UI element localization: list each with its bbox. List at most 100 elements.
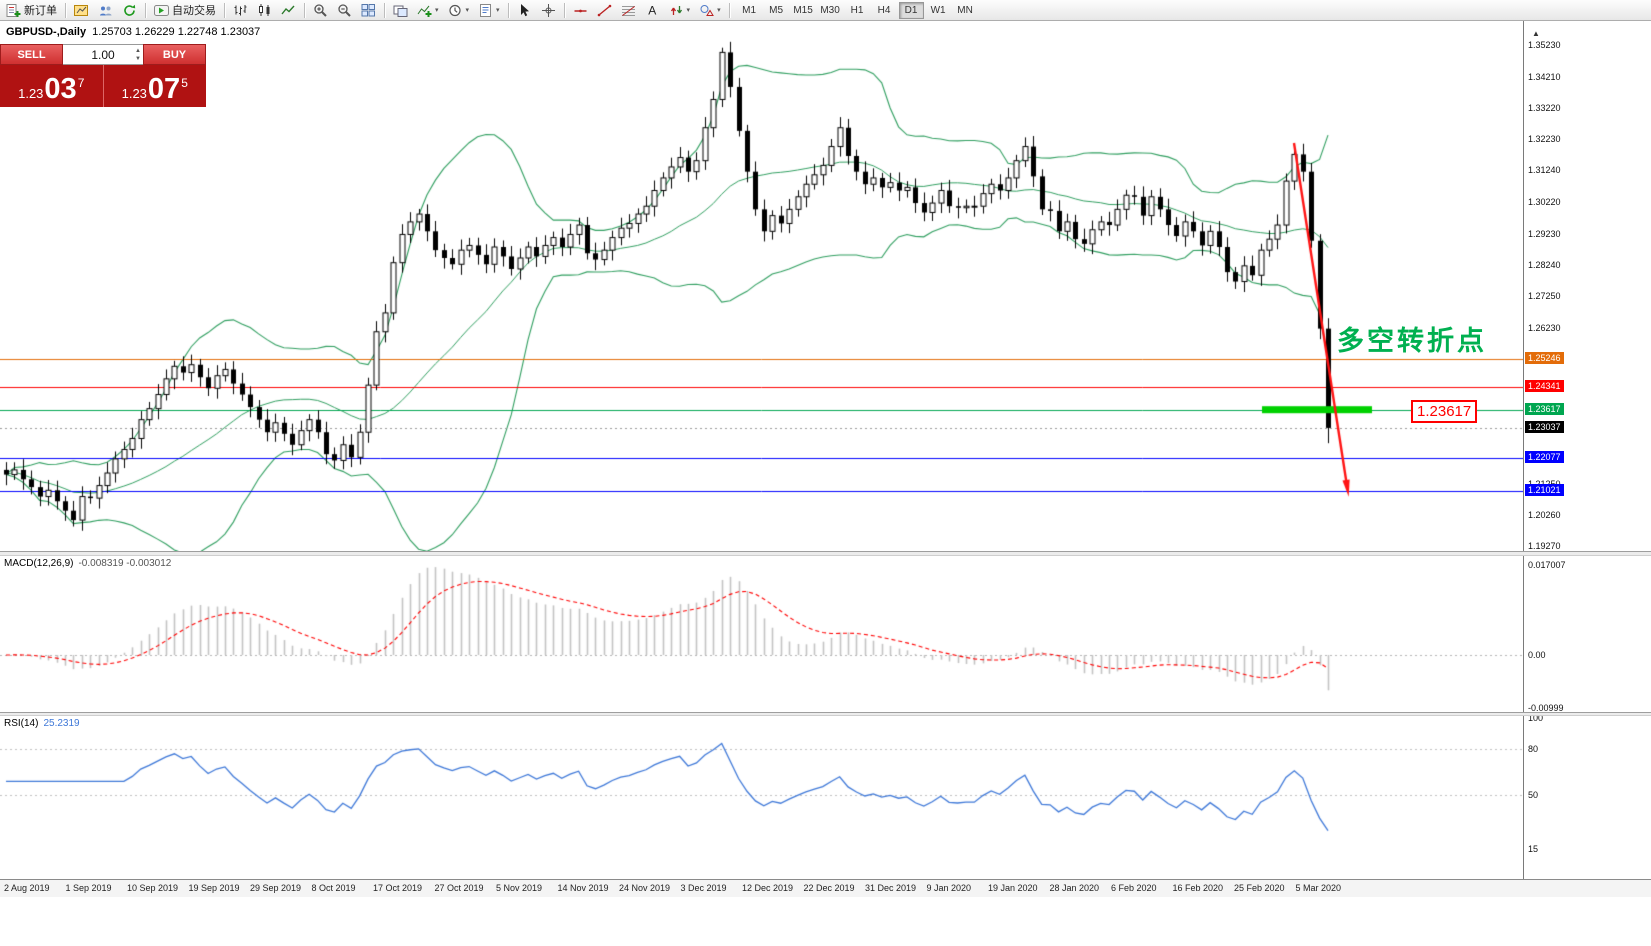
candle-chart-button[interactable]	[253, 1, 276, 20]
volume-steppers[interactable]: ▲ ▼	[135, 47, 141, 63]
arrows-button[interactable]: ▾	[665, 1, 695, 20]
time-axis-label: 22 Dec 2019	[803, 883, 855, 893]
volume-up-icon[interactable]: ▲	[135, 48, 141, 54]
charts-button[interactable]	[70, 1, 93, 20]
trendline-button[interactable]	[593, 1, 616, 20]
timeframe-d1[interactable]: D1	[898, 1, 924, 19]
time-axis-label: 5 Nov 2019	[496, 883, 543, 893]
price-axis[interactable]: ▲ 1.35230 1.34210 1.33220 1.32230 1.31240 1.3…	[1523, 21, 1651, 879]
profiles-icon	[98, 3, 113, 18]
rsi-canvas[interactable]	[0, 716, 1523, 879]
macd-canvas[interactable]	[0, 556, 1523, 712]
refresh-button[interactable]	[118, 1, 141, 20]
line-chart-button[interactable]	[277, 1, 300, 20]
time-axis-label: 24 Nov 2019	[619, 883, 671, 893]
timeframe-h4[interactable]: H4	[877, 4, 891, 16]
periods-icon	[448, 3, 463, 18]
price-level-chip: 1.23617	[1525, 402, 1564, 415]
zoom-in-button[interactable]	[309, 1, 332, 20]
cursor-button[interactable]	[513, 1, 536, 20]
macd-panel: MACD(12,26,9) -0.008319 -0.003012	[0, 556, 1523, 712]
price-chart-canvas[interactable]	[0, 21, 1523, 551]
volume-input[interactable]: 1.00 ▲ ▼	[63, 44, 143, 65]
tile-windows-button[interactable]	[357, 1, 380, 20]
chevron-down-icon: ▾	[465, 7, 470, 14]
time-axis-label: 12 Dec 2019	[742, 883, 794, 893]
toolbar-separator	[507, 2, 509, 18]
toolbar: 新订单 自动交易 ▾ ▾ ▾ A ▾ ▾ M1 M5 M15 M30 H1 H4 D1 W1 MN	[0, 0, 1651, 21]
autotrading-button[interactable]: 自动交易	[150, 1, 220, 20]
profiles-button[interactable]	[94, 1, 117, 20]
autotrading-icon	[154, 3, 169, 18]
timeframe-w1[interactable]: W1	[930, 4, 946, 16]
zoom-in-icon	[313, 3, 328, 18]
symbol-period-label: GBPUSD-,Daily	[6, 26, 87, 38]
chart-annotation-text: 多空转折点	[1337, 326, 1487, 356]
price-axis-label: 1.28240	[1528, 259, 1561, 270]
periods-button[interactable]: ▾	[444, 1, 474, 20]
time-axis-label: 25 Feb 2020	[1234, 883, 1285, 893]
crosshair-button[interactable]	[537, 1, 560, 20]
sell-button[interactable]: SELL	[0, 44, 63, 65]
tile-windows-icon	[361, 3, 376, 18]
bar-chart-icon	[233, 3, 248, 18]
price-level-chip: 1.21021	[1525, 484, 1564, 497]
price-axis-label: 1.26230	[1528, 322, 1561, 333]
time-axis-label: 8 Oct 2019	[311, 883, 356, 893]
arrange-icon	[393, 3, 408, 18]
text-icon: A	[645, 3, 660, 18]
time-axis-label: 9 Jan 2020	[926, 883, 972, 893]
toolbar-separator	[224, 2, 225, 18]
chevron-down-icon: ▾	[686, 7, 691, 14]
price-axis-label: 1.31240	[1528, 165, 1561, 176]
rsi-value: 25.2319	[43, 718, 80, 729]
zoom-out-button[interactable]	[333, 1, 356, 20]
price-axis-label: 1.29230	[1528, 228, 1561, 239]
toolbar-separator	[384, 2, 385, 18]
timeframe-mn[interactable]: MN	[957, 4, 973, 16]
text-label-button[interactable]: A	[641, 1, 664, 20]
rsi-panel: RSI(14) 25.2319	[0, 716, 1523, 879]
panel-separator[interactable]	[0, 551, 1651, 556]
sell-price[interactable]: 1.23 03 7	[0, 65, 104, 107]
volume-down-icon[interactable]: ▼	[135, 56, 141, 62]
price-level-chip: 1.25246	[1525, 351, 1564, 364]
macd-axis-label: 0.00	[1528, 650, 1546, 660]
rsi-axis-label: 80	[1528, 743, 1539, 754]
time-axis-label: 6 Feb 2020	[1111, 883, 1157, 893]
scroll-up-icon[interactable]: ▲	[1532, 29, 1540, 38]
sell-price-base: 1.23	[18, 86, 44, 101]
rsi-name: RSI(14)	[4, 718, 39, 729]
shapes-button[interactable]: ▾	[695, 1, 725, 20]
bar-chart-button[interactable]	[229, 1, 252, 20]
autotrading-button-label: 自动交易	[172, 5, 216, 17]
candle-chart-icon	[257, 3, 272, 18]
timeframe-m15[interactable]: M15	[793, 4, 813, 16]
buy-price[interactable]: 1.23 07 5	[104, 65, 207, 107]
horizontal-line-button[interactable]	[569, 1, 592, 20]
timeframe-m5[interactable]: M5	[769, 4, 784, 16]
one-click-trading-panel: SELL 1.00 ▲ ▼ BUY 1.23 03 7 1.23 07 5	[0, 44, 206, 107]
time-axis[interactable]: 2 Aug 2019 1 Sep 2019 10 Sep 2019 19 Sep 20…	[0, 879, 1651, 897]
templates-button[interactable]: ▾	[474, 1, 504, 20]
cursor-icon	[517, 3, 532, 18]
macd-values: -0.008319 -0.003012	[78, 558, 172, 569]
timeframe-group: M1 M5 M15 M30 H1 H4 D1 W1 MN	[736, 1, 979, 19]
new-order-button[interactable]: 新订单	[2, 1, 61, 20]
arrows-icon	[669, 3, 684, 18]
price-level-chip: 1.24341	[1525, 379, 1564, 392]
panel-separator[interactable]	[0, 712, 1651, 716]
indicators-button[interactable]: ▾	[413, 1, 443, 20]
time-axis-label: 10 Sep 2019	[127, 883, 179, 893]
buy-price-base: 1.23	[121, 86, 147, 101]
arrange-windows-button[interactable]	[389, 1, 412, 20]
chevron-down-icon: ▾	[435, 7, 439, 14]
toolbar-separator	[145, 2, 146, 18]
quote-panel: 1.23 03 7 1.23 07 5	[0, 65, 206, 107]
timeframe-m30[interactable]: M30	[820, 4, 840, 16]
toolbar-separator	[65, 2, 66, 18]
fibonacci-button[interactable]	[617, 1, 640, 20]
timeframe-h1[interactable]: H1	[850, 4, 864, 16]
timeframe-m1[interactable]: M1	[742, 4, 757, 16]
buy-button[interactable]: BUY	[143, 44, 206, 65]
